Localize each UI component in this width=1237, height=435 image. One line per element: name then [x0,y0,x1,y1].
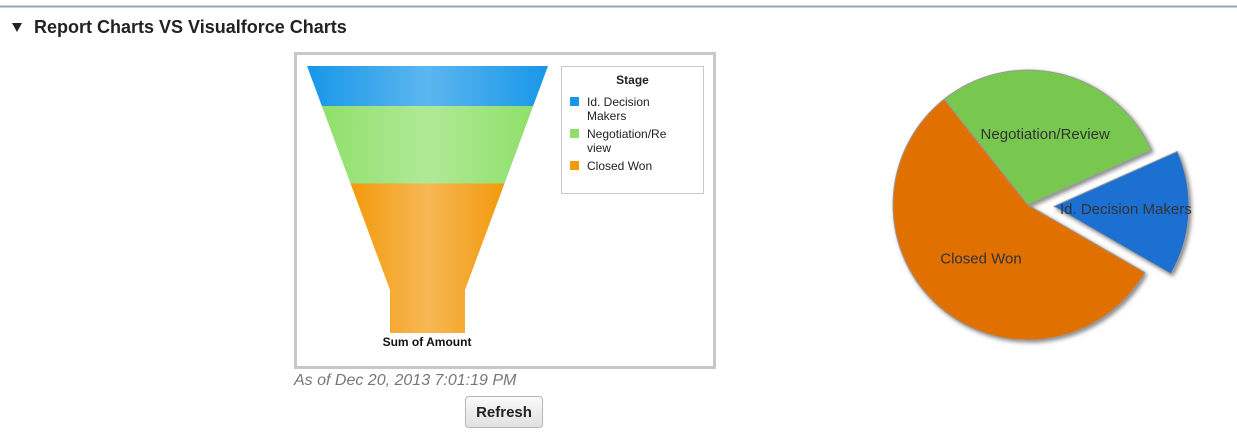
funnel-gloss [307,66,548,107]
refresh-button[interactable]: Refresh [465,396,543,428]
funnel-gloss [350,183,505,333]
slice-label: Closed Won [940,250,1021,267]
slice-label: Id. Decision Makers [1060,201,1192,218]
legend-swatch [570,129,579,138]
legend-title: Stage [616,73,649,87]
pie-slice [892,98,1146,341]
legend-label: Negotiation/Review [587,127,667,155]
section-title: Report Charts VS Visualforce Charts [34,17,347,37]
legend-item: Negotiation/Review [570,127,695,155]
collapse-icon[interactable] [12,23,22,32]
funnel-gloss [321,106,534,184]
legend-label: Closed Won [587,159,653,173]
legend-box [561,66,704,194]
axis-label: Sum of Amount [383,335,472,349]
slice-label: Negotiation/Review [981,126,1110,143]
timestamp: As of Dec 20, 2013 7:01:19 PM [294,372,517,389]
legend: Stage Id. Decision Makers Negotiation/Rev… [562,67,703,193]
pie [892,69,1190,341]
legend-label: Id. Decision Makers [587,95,650,123]
legend-swatch [570,97,579,106]
legend-swatch [570,161,579,170]
pie-slice [943,69,1152,206]
pie-slice [1052,150,1190,275]
legend-item: Closed Won [570,159,695,173]
legend-item: Id. Decision Makers [570,95,695,123]
